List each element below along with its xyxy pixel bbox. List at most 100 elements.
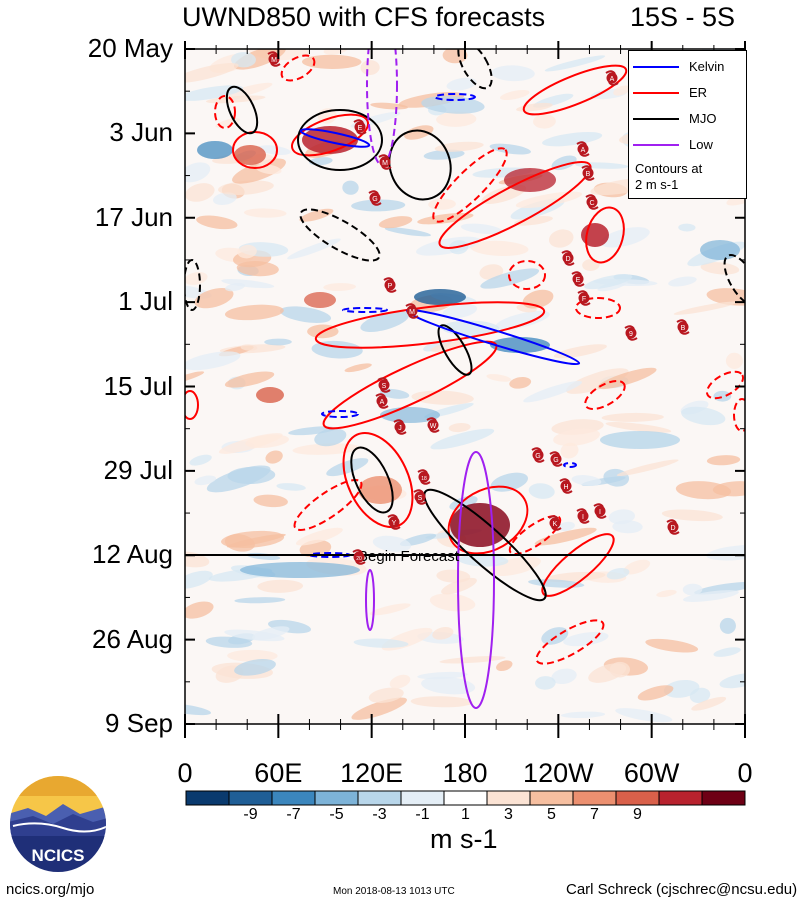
storm-marker: F <box>577 290 591 306</box>
storm-marker: E <box>353 119 367 135</box>
anomaly-cell <box>678 223 696 232</box>
colorbar-tick-label: -9 <box>243 806 258 823</box>
anomaly-cell <box>691 696 727 711</box>
anomaly-cell <box>429 593 476 612</box>
anomaly-cell <box>663 679 700 698</box>
storm-label: 9 <box>629 331 633 338</box>
storm-icon <box>606 72 618 84</box>
anomaly-cell <box>326 458 369 477</box>
storm-marker: D <box>561 250 575 266</box>
storm-icon <box>388 516 400 528</box>
anomaly-cell <box>276 483 306 491</box>
storm-marker: M <box>378 154 392 170</box>
anomaly-cell <box>656 589 677 598</box>
anomaly-cell <box>213 192 237 206</box>
anomaly-cell <box>533 114 556 129</box>
anomaly-cell <box>224 304 284 321</box>
anomaly-cell <box>240 344 258 351</box>
storm-marker: H <box>559 478 573 494</box>
anomaly-blob <box>504 168 556 192</box>
colorbar-tick-label: 5 <box>547 806 556 823</box>
anomaly-cell <box>623 559 651 575</box>
er-contours <box>185 64 628 597</box>
storm-label: G <box>535 453 540 460</box>
logo-text: NCICS <box>32 846 85 865</box>
storm-icon <box>414 491 426 503</box>
storm-marker: B <box>581 165 595 181</box>
storm-icon <box>562 252 574 264</box>
anomaly-cell <box>295 527 343 546</box>
storm-icon <box>427 419 439 431</box>
anomaly-cell <box>421 95 485 114</box>
storm-marker: G <box>368 190 382 206</box>
anomaly-cell <box>535 676 556 690</box>
anomaly-cell <box>605 422 672 433</box>
storm-icon <box>379 156 391 168</box>
storm-icon <box>577 510 589 522</box>
anomaly-cell <box>360 60 380 76</box>
x-tick-label: 120W <box>523 758 594 788</box>
storm-marker: C <box>585 194 599 210</box>
anomaly-cell <box>661 509 723 522</box>
anomaly-cell <box>369 603 411 616</box>
storm-icon <box>378 379 390 391</box>
storm-label: S <box>418 495 423 502</box>
y-tick-label: 20 May <box>87 33 173 63</box>
anomaly-cell <box>221 530 285 548</box>
legend-swatch <box>633 92 679 94</box>
anomaly-cell <box>496 660 513 672</box>
anomaly-cell <box>719 617 736 634</box>
storm-marker: M <box>405 303 419 319</box>
storm-icon <box>586 196 598 208</box>
storm-label: H <box>563 484 568 491</box>
anomaly-cell <box>264 338 292 346</box>
colorbar-tick-label: 3 <box>504 806 513 823</box>
colorbar-units: m s-1 <box>430 824 498 854</box>
storm-marker: S <box>377 377 391 393</box>
anomaly-cell <box>384 227 432 237</box>
anomaly-blob <box>234 145 266 165</box>
anomaly-cell <box>292 443 361 455</box>
anomaly-cell <box>436 111 477 127</box>
anomaly-cell <box>353 638 409 648</box>
anomaly-cell <box>509 377 532 389</box>
y-tick-label: 17 Jun <box>94 201 173 232</box>
legend-label: Low <box>689 137 713 152</box>
storm-marker: A <box>375 393 389 409</box>
anomaly-cell <box>185 63 239 83</box>
storm-icon <box>550 453 562 465</box>
storm-icon <box>532 449 544 461</box>
storm-marker: S <box>413 489 427 505</box>
anomaly-cell <box>516 102 553 112</box>
anomaly-blob <box>490 337 550 353</box>
anomaly-cell <box>194 287 234 309</box>
anomaly-cell <box>682 583 703 596</box>
y-tick-label: 15 Jul <box>103 370 173 401</box>
anomaly-cell <box>615 708 673 723</box>
storm-icon <box>418 471 430 483</box>
y-tick-label: 12 Aug <box>92 539 173 570</box>
storm-label: C <box>589 200 594 207</box>
anomaly-blob <box>304 292 336 308</box>
anomaly-cell <box>185 703 212 716</box>
legend-note: Contours at 2 m s-1 <box>635 161 703 192</box>
anomaly-cell <box>185 162 211 183</box>
anomaly-cell <box>460 223 502 234</box>
anomaly-cell <box>725 352 743 369</box>
storm-icon <box>376 395 388 407</box>
colorbar-tick-label: 9 <box>633 806 642 823</box>
x-tick-label: 60E <box>254 758 303 788</box>
anomaly-cell <box>713 647 741 657</box>
anomaly-cell <box>560 711 606 719</box>
anomaly-cell <box>221 279 275 289</box>
anomaly-cell <box>491 65 535 82</box>
storm-marker: G <box>531 447 545 463</box>
anomaly-cell <box>232 158 286 184</box>
footer-timestamp: Mon 2018-08-13 1013 UTC <box>333 886 455 897</box>
colorbar-tick-label: -1 <box>415 806 430 823</box>
storm-icon <box>625 327 637 339</box>
storm-label: I <box>599 509 601 516</box>
y-tick-label: 29 Jul <box>103 454 173 485</box>
storm-marker: Y <box>387 514 401 530</box>
anomaly-cell <box>436 569 471 583</box>
